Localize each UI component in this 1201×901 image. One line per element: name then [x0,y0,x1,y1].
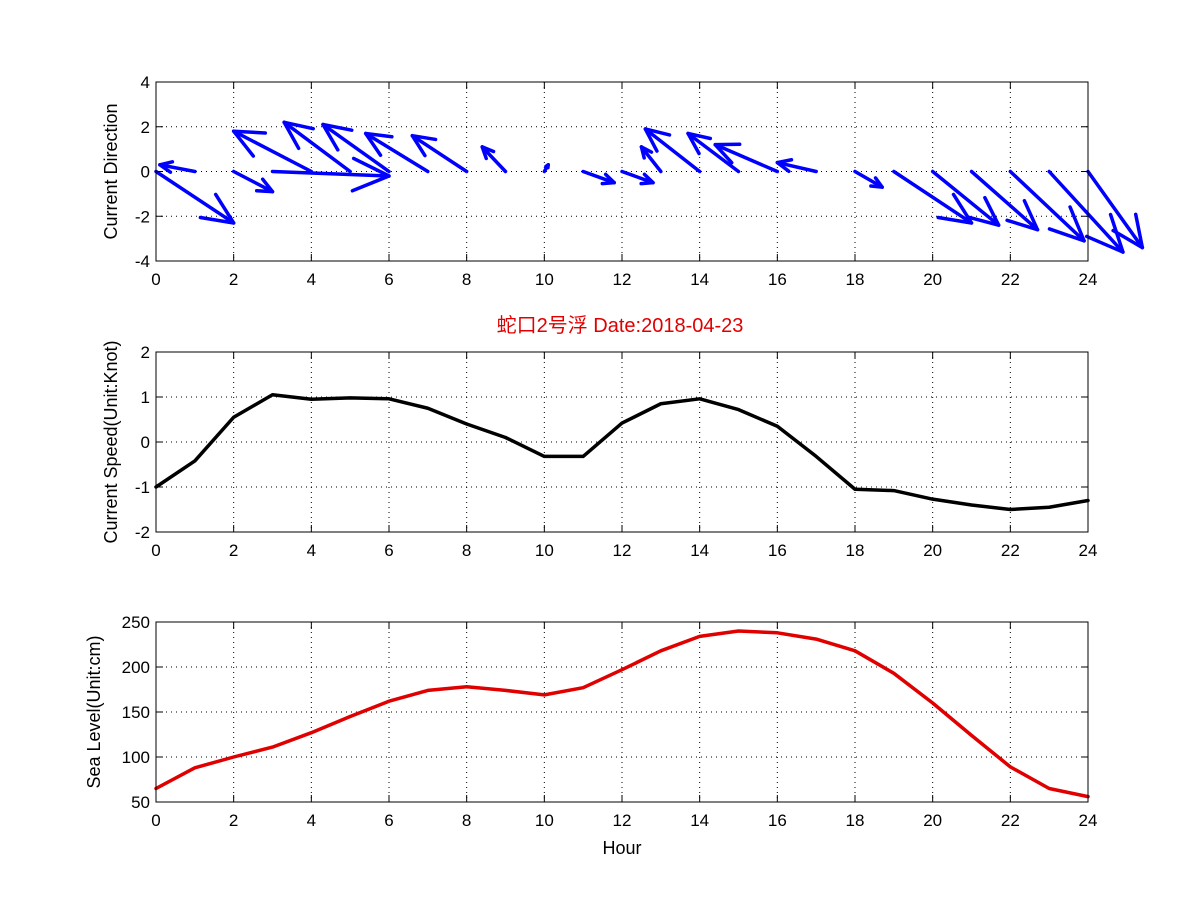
current-arrow [686,131,741,174]
x-tick-label: 12 [613,270,632,289]
x-tick-label: 2 [229,811,238,830]
current-arrow [542,163,550,174]
x-tick-label: 16 [768,270,787,289]
x-axis-label: Hour [602,838,641,858]
x-tick-label: 8 [462,811,471,830]
y-tick-label: 250 [122,613,150,632]
current-arrow [775,157,818,174]
x-tick-label: 6 [384,270,393,289]
current-arrow [620,169,655,186]
x-tick-label: 8 [462,541,471,560]
current-arrow [158,160,197,174]
y-axis-label: Current Direction [101,103,121,239]
y-tick-label: 100 [122,748,150,767]
x-tick-label: 20 [923,270,942,289]
x-tick-label: 24 [1079,541,1098,560]
current-arrow [231,169,275,194]
x-tick-label: 0 [151,811,160,830]
current-arrow [969,169,1040,232]
current-arrow [639,145,663,174]
x-tick-label: 10 [535,811,554,830]
y-tick-label: 50 [131,793,150,812]
y-tick-label: -1 [135,478,150,497]
x-tick-label: 20 [923,541,942,560]
x-tick-label: 10 [535,541,554,560]
current-arrow [853,169,884,189]
current-arrow [643,127,702,174]
x-tick-label: 10 [535,270,554,289]
y-tick-label: 200 [122,658,150,677]
x-tick-label: 18 [846,541,865,560]
current-arrow [270,156,391,193]
arrow-group [154,120,1145,254]
y-tick-label: -2 [135,523,150,542]
current-arrow [1086,169,1145,250]
x-tick-label: 20 [923,811,942,830]
y-tick-label: -2 [135,207,150,226]
x-tick-label: 4 [307,811,316,830]
x-tick-label: 6 [384,541,393,560]
current-arrow [410,133,469,174]
x-tick-label: 0 [151,270,160,289]
current-arrow [1047,169,1125,254]
x-tick-label: 24 [1079,811,1098,830]
x-tick-label: 14 [690,541,709,560]
current-arrow [363,131,430,174]
current-arrow [282,120,352,174]
x-tick-label: 22 [1001,541,1020,560]
x-tick-label: 14 [690,811,709,830]
x-tick-label: 8 [462,270,471,289]
series-line [154,393,1090,512]
current-arrow [892,169,974,225]
current-arrow [581,169,616,186]
y-tick-label: 0 [141,163,150,182]
x-tick-label: 14 [690,270,709,289]
series-line [154,629,1090,799]
x-tick-label: 4 [307,270,316,289]
x-tick-label: 4 [307,541,316,560]
current-arrow [231,129,314,174]
y-tick-label: 2 [141,118,150,137]
x-tick-label: 12 [613,811,632,830]
figure-title: 蛇口2号浮 Date:2018-04-23 [497,314,744,337]
current-arrow [321,122,391,174]
current-arrow [1008,169,1086,243]
x-tick-label: 16 [768,541,787,560]
y-tick-label: 1 [141,388,150,407]
x-tick-label: 12 [613,541,632,560]
y-tick-label: 150 [122,703,150,722]
x-tick-label: 6 [384,811,393,830]
x-tick-label: 18 [846,270,865,289]
x-tick-label: 24 [1079,270,1098,289]
y-tick-label: -4 [135,252,150,271]
current-arrow [480,145,508,174]
x-tick-label: 22 [1001,270,1020,289]
current-arrow [713,142,780,174]
x-tick-label: 2 [229,270,238,289]
y-tick-label: 2 [141,343,150,362]
x-tick-label: 0 [151,541,160,560]
x-tick-label: 16 [768,811,787,830]
y-axis-label: Sea Level(Unit:cm) [84,635,104,788]
x-tick-label: 18 [846,811,865,830]
current-arrow [154,169,236,225]
current-arrow [930,169,1001,227]
x-tick-label: 2 [229,541,238,560]
y-axis-label: Current Speed(Unit:Knot) [101,340,121,543]
y-tick-label: 4 [141,73,150,92]
x-tick-label: 22 [1001,811,1020,830]
y-tick-label: 0 [141,433,150,452]
